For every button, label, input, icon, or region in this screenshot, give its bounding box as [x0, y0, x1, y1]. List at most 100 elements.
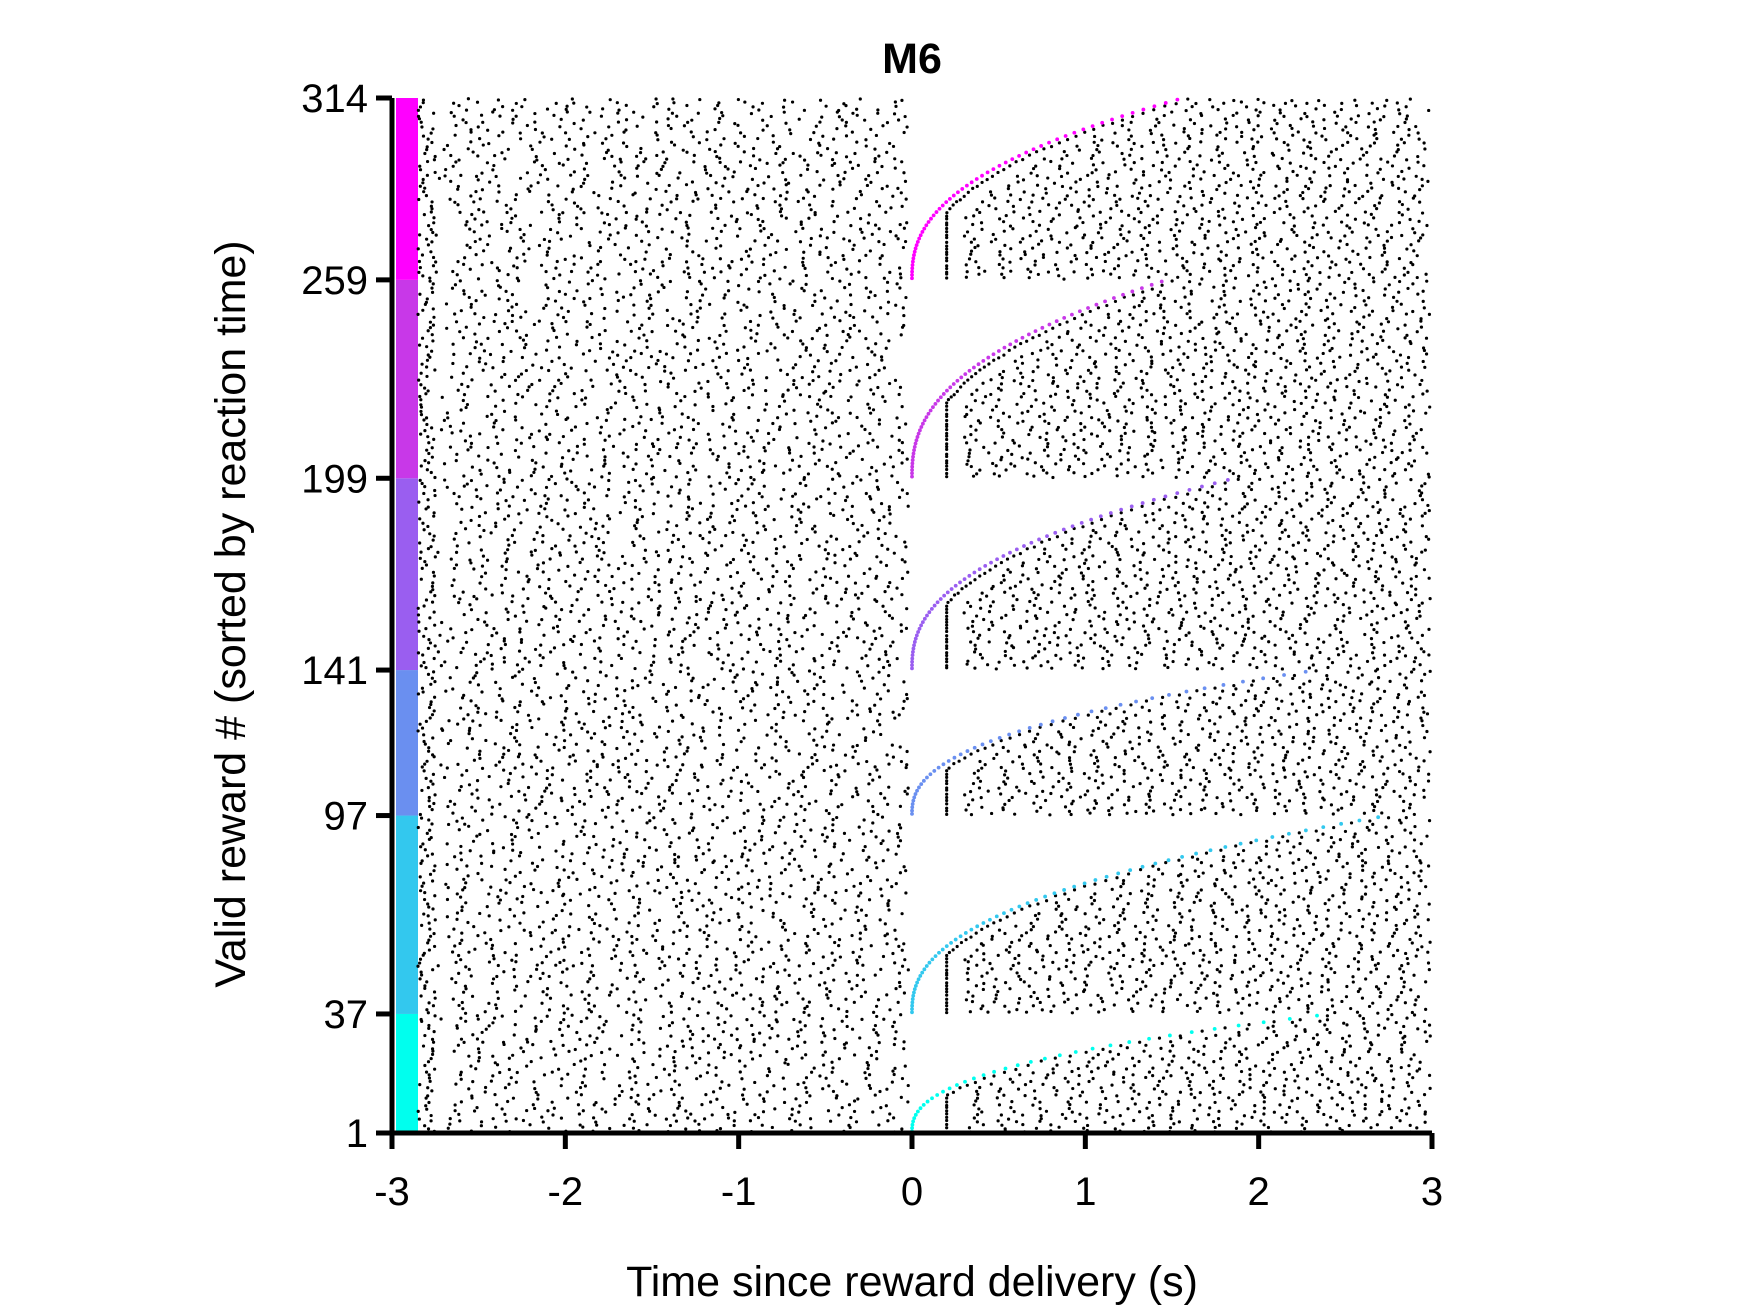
spike — [801, 647, 805, 651]
spike — [1126, 872, 1131, 876]
spike — [975, 1089, 979, 1093]
spike — [868, 1086, 873, 1090]
spike — [1162, 802, 1167, 806]
spike — [464, 881, 468, 885]
spike — [500, 583, 504, 587]
spike — [1284, 809, 1289, 813]
spike — [1334, 627, 1338, 631]
spike — [497, 693, 501, 698]
spike — [1129, 1086, 1133, 1090]
spike — [618, 841, 622, 845]
spike — [706, 785, 710, 789]
spike — [519, 640, 524, 644]
spike — [1412, 849, 1416, 853]
spike — [512, 1033, 516, 1037]
spike — [554, 614, 558, 618]
spike — [662, 828, 666, 832]
spike — [1070, 1069, 1074, 1074]
spike — [715, 826, 719, 830]
spike — [616, 1004, 620, 1008]
spike — [433, 593, 437, 598]
spike — [655, 763, 659, 767]
spike — [427, 1023, 431, 1028]
spike — [574, 742, 578, 746]
spike — [1288, 990, 1293, 994]
spike — [1097, 921, 1102, 925]
spike — [510, 842, 515, 846]
spike — [1046, 1073, 1050, 1077]
spike — [1216, 730, 1220, 734]
spike — [1145, 1106, 1149, 1110]
spike — [834, 783, 838, 787]
spike — [1281, 954, 1285, 958]
spike — [549, 791, 554, 795]
spike — [1275, 1050, 1280, 1054]
spike — [1340, 1107, 1345, 1111]
spike — [512, 975, 517, 979]
spike — [1386, 1060, 1390, 1064]
spike — [720, 593, 724, 597]
spike — [598, 649, 602, 653]
spike — [1348, 664, 1353, 668]
spike — [1348, 931, 1352, 935]
spike — [1390, 1013, 1394, 1017]
spike — [1250, 683, 1254, 687]
spike — [945, 651, 949, 655]
spike — [868, 567, 872, 571]
spike — [1140, 951, 1144, 956]
spike — [753, 1113, 757, 1117]
spike — [1251, 877, 1256, 881]
spike — [1239, 812, 1243, 817]
spike — [835, 644, 839, 648]
spike — [1190, 1126, 1194, 1130]
spike — [747, 930, 751, 934]
spike — [1328, 951, 1332, 955]
spike — [1074, 607, 1078, 612]
spike — [1323, 902, 1327, 906]
spike — [613, 954, 618, 958]
spike — [1161, 948, 1165, 952]
spike — [1148, 1054, 1152, 1058]
spike — [1006, 568, 1010, 572]
spike — [630, 808, 635, 812]
spike — [634, 639, 638, 643]
spike — [642, 948, 646, 952]
spike — [1312, 735, 1316, 739]
spike — [966, 659, 970, 663]
spike — [1190, 855, 1195, 859]
spike — [445, 897, 450, 902]
spike — [1301, 931, 1306, 936]
spike — [1059, 732, 1063, 736]
spike — [450, 583, 454, 588]
spike — [945, 1115, 949, 1119]
spike — [673, 1049, 677, 1054]
spike — [723, 987, 727, 991]
spike — [753, 1080, 757, 1085]
spike — [424, 776, 428, 780]
spike — [737, 887, 741, 891]
spike — [835, 815, 839, 820]
spike — [450, 977, 454, 981]
spike — [1222, 868, 1226, 872]
spike — [1179, 967, 1183, 971]
spike — [1166, 665, 1170, 670]
spike — [840, 1106, 844, 1110]
spike — [1038, 1119, 1042, 1123]
spike — [784, 740, 788, 744]
spike — [615, 987, 619, 991]
spike — [1407, 888, 1411, 892]
spike — [667, 1023, 672, 1028]
spike — [1338, 718, 1343, 723]
spike — [1034, 596, 1038, 601]
spike — [421, 653, 425, 657]
spike — [635, 971, 639, 975]
spike — [1102, 617, 1106, 621]
spike — [1403, 620, 1407, 624]
spike — [499, 928, 503, 933]
spike — [682, 752, 687, 756]
spike — [1076, 659, 1080, 663]
spike — [1324, 1049, 1328, 1054]
spike — [476, 796, 480, 800]
spike — [419, 845, 423, 849]
spike — [1305, 775, 1309, 779]
